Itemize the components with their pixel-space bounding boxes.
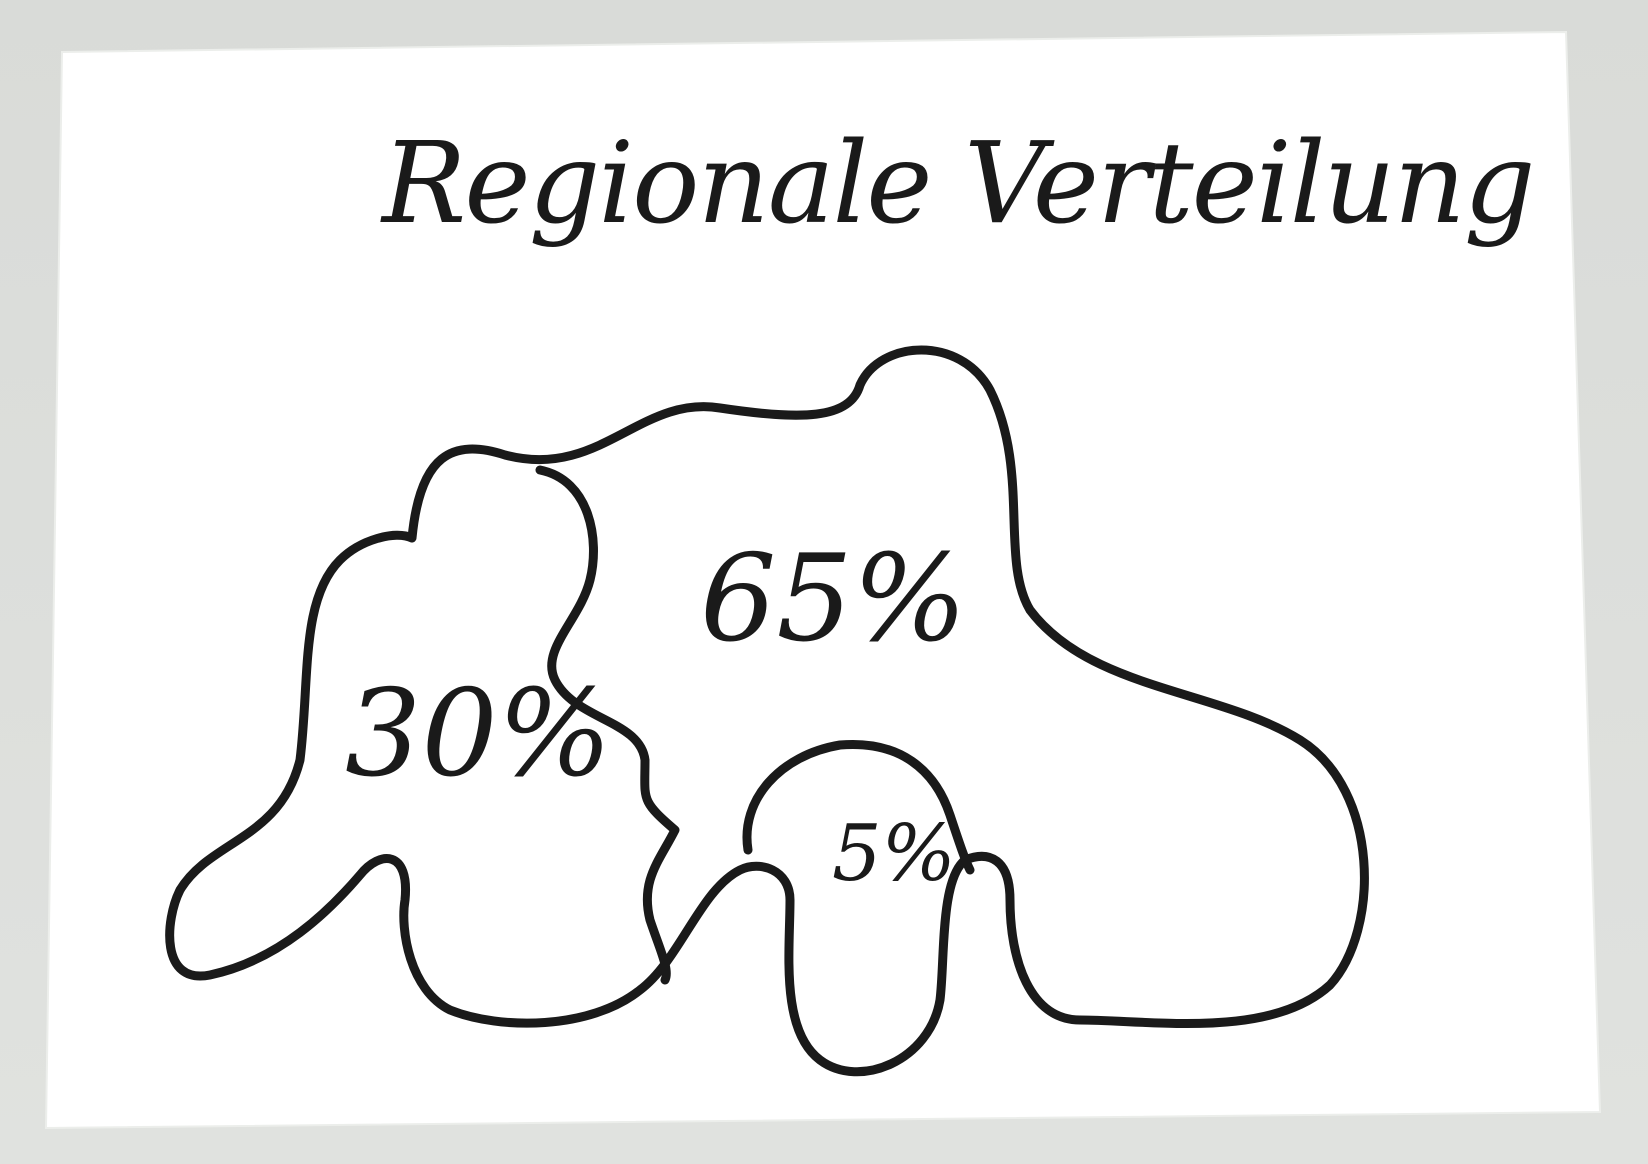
right-region-label: 65%: [700, 530, 967, 669]
bottom-region-label: 5%: [832, 809, 956, 899]
diagram-title: Regionale Verteilung: [380, 119, 1533, 249]
divider-line-left: [535, 465, 680, 985]
outer-region-outline: [165, 345, 1369, 1077]
paper-sheet: [44, 30, 1602, 1130]
left-region-label: 30%: [345, 665, 612, 804]
bottom-region-outline: [742, 739, 975, 875]
